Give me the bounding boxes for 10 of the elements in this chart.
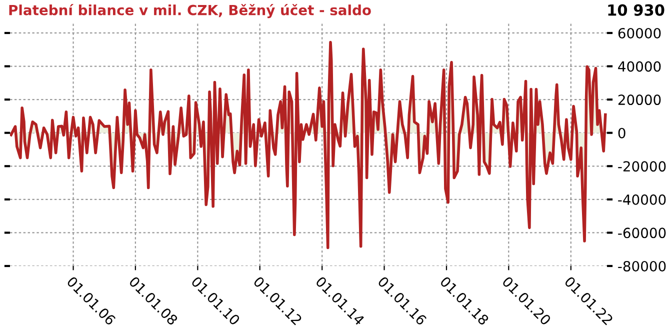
y-tick-label: 40000 (618, 61, 661, 72)
y-tick-label: -20000 (618, 161, 666, 172)
text: 10 930 (608, 4, 664, 16)
chart-title: Platební bilance v mil. CZK, Běžný účet - saldo (9, 4, 371, 18)
y-tick-label: 0 (618, 128, 626, 138)
y-tick-label: 20000 (618, 94, 661, 106)
y-tick-label: -60000 (618, 228, 666, 238)
y-tick-label: -80000 (618, 260, 666, 272)
y-tick-label: 60000 (618, 28, 661, 38)
y-tick-label: -40000 (618, 194, 666, 205)
